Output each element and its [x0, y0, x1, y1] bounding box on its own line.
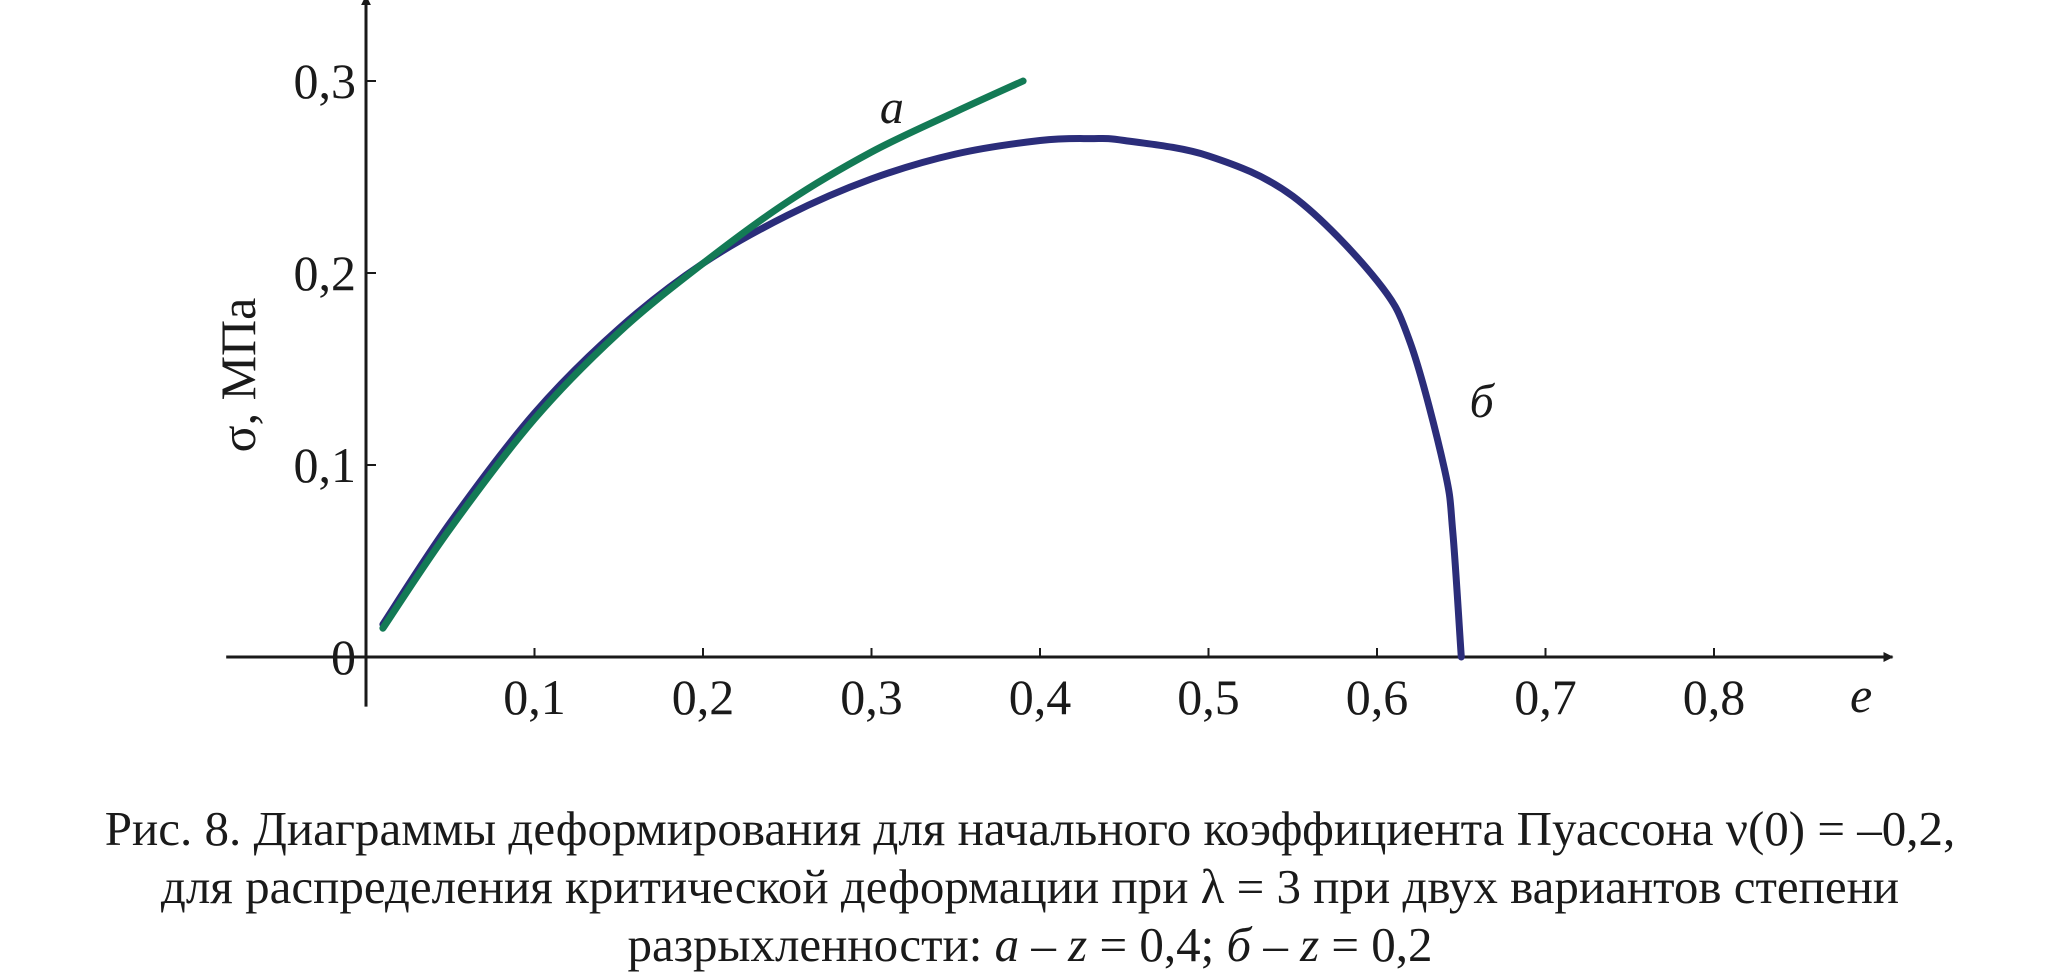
y-tick-label: 0 — [331, 629, 356, 685]
ticks: 0,1 0,2 0,3 0,4 0,5 0,6 0,7 0,8 0 0,1 0,2 0,3 — [294, 53, 1746, 725]
caption-variant-b: б – z — [1226, 917, 1320, 972]
x-tick-label: 0,4 — [1009, 669, 1072, 725]
caption-variant-a: а – z — [994, 917, 1088, 972]
caption-line-3-mid: = 0,4; — [1087, 917, 1227, 972]
x-tick-label: 0,1 — [503, 669, 566, 725]
y-tick-label: 0,2 — [294, 245, 357, 301]
caption-line-1: Рис. 8. Диаграммы деформирования для нач… — [104, 801, 1956, 856]
labels: e σ, МПа а б — [210, 81, 1872, 723]
curve-label-b: б — [1470, 375, 1496, 428]
series-line-b — [379, 134, 1465, 661]
figure-caption: Рис. 8. Диаграммы деформирования для нач… — [0, 800, 2060, 974]
y-tick-label: 0,3 — [294, 53, 357, 109]
series — [379, 77, 1465, 661]
axes — [226, 0, 1894, 707]
y-axis-label: σ, МПа — [210, 298, 266, 453]
x-tick-label: 0,8 — [1683, 669, 1746, 725]
chart: 0,1 0,2 0,3 0,4 0,5 0,6 0,7 0,8 0 0,1 0,2 0,3 e σ, М… — [210, 0, 1894, 725]
x-axis-label: e — [1850, 667, 1872, 723]
x-tick-label: 0,6 — [1346, 669, 1409, 725]
caption-line-2: для распределения критической деформации… — [160, 859, 1900, 914]
caption-line-3-end: = 0,2 — [1319, 917, 1433, 972]
x-tick-label: 0,3 — [840, 669, 903, 725]
caption-line-3-prefix: разрыхленности: — [627, 917, 995, 972]
x-tick-label: 0,2 — [672, 669, 735, 725]
series-line-a — [379, 77, 1027, 632]
caption-line-3: разрыхленности: а – z = 0,4; б – z = 0,2 — [0, 916, 2060, 974]
x-tick-label: 0,7 — [1514, 669, 1577, 725]
curve-label-a: а — [880, 81, 904, 134]
x-tick-label: 0,5 — [1177, 669, 1240, 725]
y-tick-label: 0,1 — [294, 437, 357, 493]
